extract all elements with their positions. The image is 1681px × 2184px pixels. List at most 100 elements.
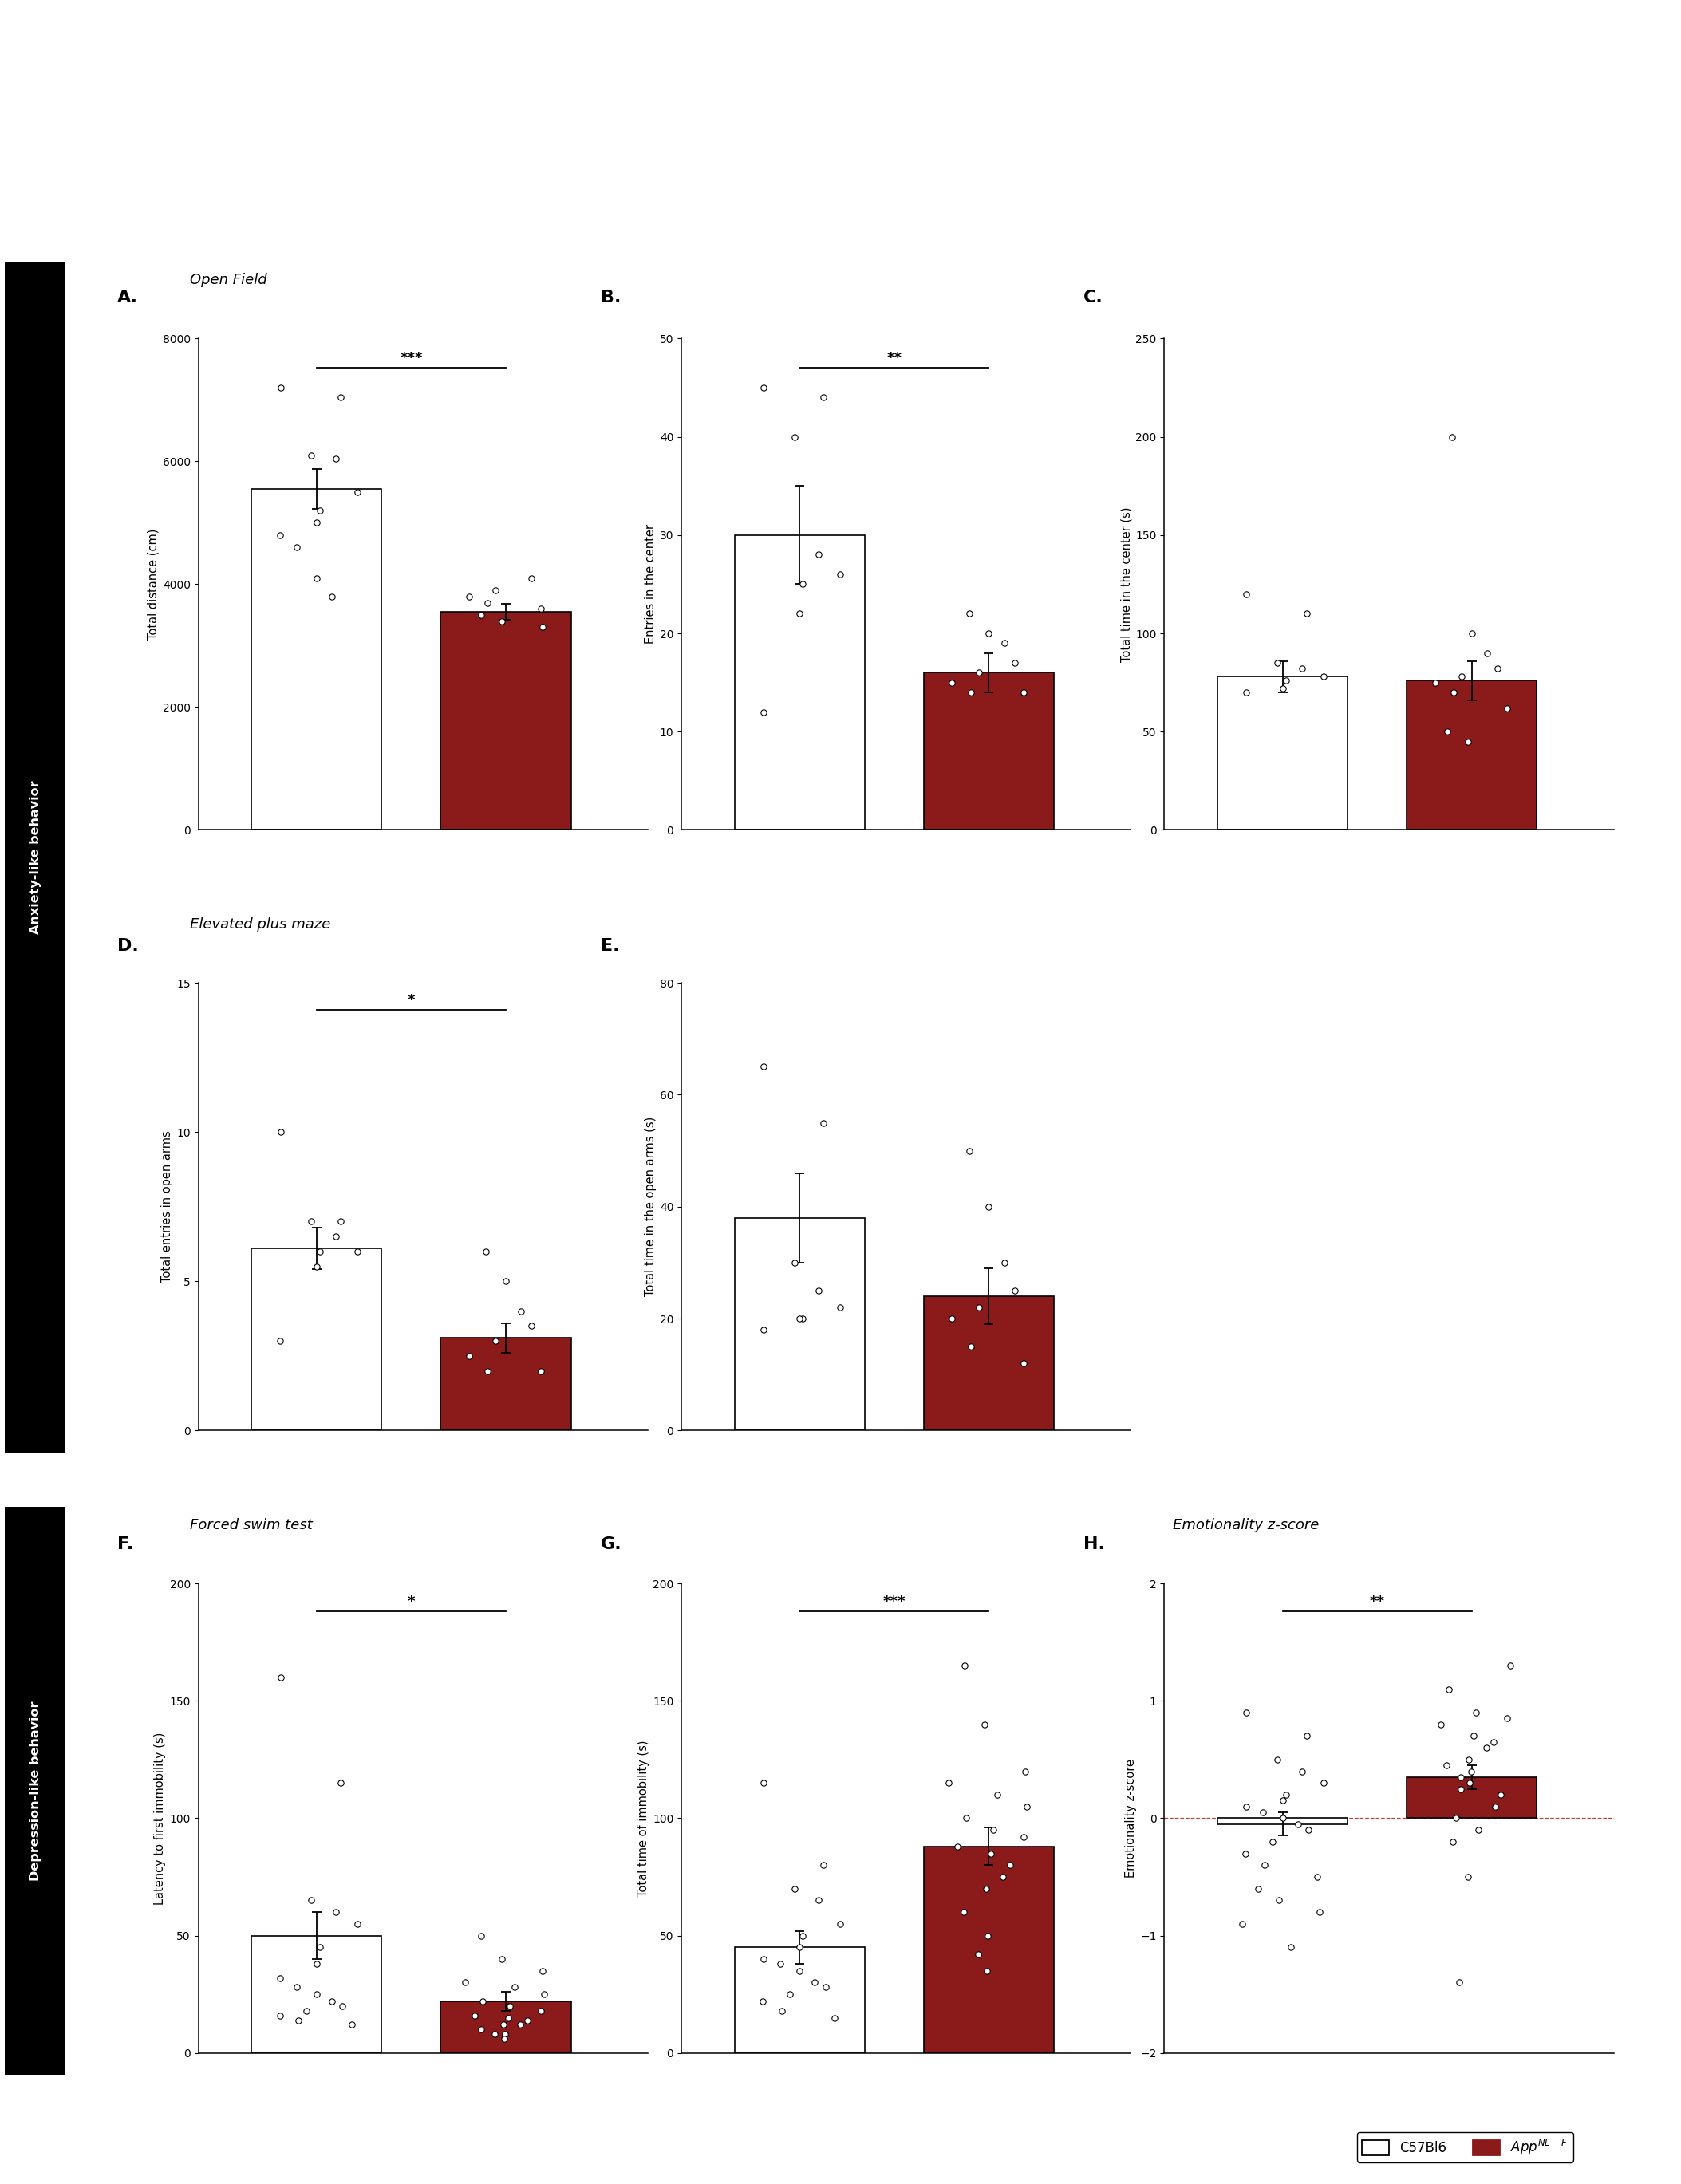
Point (802, 1966, 829, 2001)
Point (787, 1931, 814, 1966)
Point (318, 1983, 345, 2018)
Point (482, 1324, 509, 1358)
Point (284, 1970, 311, 2005)
Point (1446, 1966, 1473, 2001)
Text: H.: H. (1084, 1538, 1104, 1553)
Point (303, 561, 329, 596)
Point (1454, 723, 1481, 758)
Point (482, 572, 509, 607)
Point (787, 1302, 814, 1337)
Point (1457, 1754, 1484, 1789)
Point (531, 1977, 558, 2011)
Point (284, 531, 311, 566)
Point (456, 579, 482, 614)
Point (489, 2007, 516, 2042)
Point (958, 1330, 985, 1365)
Point (506, 2007, 533, 2042)
Point (1422, 664, 1449, 699)
Point (972, 1708, 999, 1743)
Point (782, 1245, 809, 1280)
Point (1249, 1795, 1276, 1830)
Point (266, 1998, 292, 2033)
Point (1464, 1813, 1491, 1848)
Bar (925, 673, 1054, 830)
Point (298, 1203, 324, 1238)
Point (827, 1291, 854, 1326)
Point (1481, 1789, 1508, 1824)
Point (345, 1907, 372, 1942)
Point (1278, 1931, 1304, 1966)
Point (973, 1872, 1000, 1907)
Point (528, 1994, 555, 2029)
Bar (925, 1845, 1054, 2053)
Point (1269, 670, 1296, 705)
Text: *: * (407, 1594, 415, 1610)
Point (990, 1859, 1017, 1894)
Point (501, 1970, 528, 2005)
Point (810, 1105, 837, 1140)
Point (1014, 1789, 1041, 1824)
Point (1427, 1708, 1454, 1743)
Point (1294, 1813, 1321, 1848)
Point (810, 1848, 837, 1883)
Point (956, 1133, 983, 1168)
Text: Forced swim test: Forced swim test (190, 1518, 313, 1533)
Point (338, 2007, 365, 2042)
Point (750, 1313, 777, 1348)
Point (983, 1778, 1010, 1813)
Point (1010, 1345, 1037, 1380)
Point (1439, 1824, 1466, 1859)
Bar (440, 2001, 572, 2053)
Point (1449, 660, 1476, 695)
Point (1474, 636, 1501, 670)
Y-axis label: Total distance (cm): Total distance (cm) (148, 529, 160, 640)
Point (518, 561, 545, 596)
Text: ***: *** (400, 352, 422, 365)
Point (810, 380, 837, 415)
Bar (1407, 681, 1536, 830)
Point (965, 1291, 992, 1326)
Point (980, 1813, 1007, 1848)
Point (530, 1952, 556, 1987)
Point (345, 1234, 372, 1269)
Point (1232, 1789, 1259, 1824)
Text: Open Field: Open Field (190, 273, 267, 288)
Point (990, 1245, 1017, 1280)
Text: F.: F. (118, 1538, 133, 1553)
Point (1229, 1907, 1256, 1942)
Bar (735, 535, 864, 830)
Point (267, 1961, 294, 1996)
Point (1493, 1701, 1520, 1736)
Point (469, 1983, 496, 2018)
Point (491, 2022, 518, 2057)
Point (267, 369, 294, 406)
Point (1462, 1695, 1489, 1730)
Point (496, 1987, 523, 2022)
Point (530, 609, 556, 644)
Bar (252, 489, 382, 830)
Y-axis label: Total entries in open arms: Total entries in open arms (161, 1131, 173, 1282)
Point (1473, 1730, 1499, 1765)
Bar (440, 612, 572, 830)
Text: E.: E. (600, 939, 619, 954)
Point (1232, 675, 1259, 710)
Point (267, 1324, 294, 1358)
Y-axis label: Emotionality z-score: Emotionality z-score (1125, 1758, 1136, 1878)
Point (768, 1994, 795, 2029)
Point (474, 1354, 501, 1389)
Point (267, 1114, 294, 1149)
Point (805, 1883, 832, 1918)
Point (487, 1942, 514, 1977)
Point (975, 1188, 1002, 1223)
Point (1264, 1743, 1291, 1778)
Point (1456, 1743, 1483, 1778)
Text: **: ** (1370, 1594, 1385, 1610)
Point (827, 1907, 854, 1942)
Point (787, 596, 814, 631)
Point (1002, 1273, 1029, 1308)
Bar (735, 1948, 864, 2053)
Point (750, 1765, 777, 1800)
Point (303, 505, 329, 539)
Point (953, 1800, 980, 1835)
Point (286, 2003, 313, 2038)
